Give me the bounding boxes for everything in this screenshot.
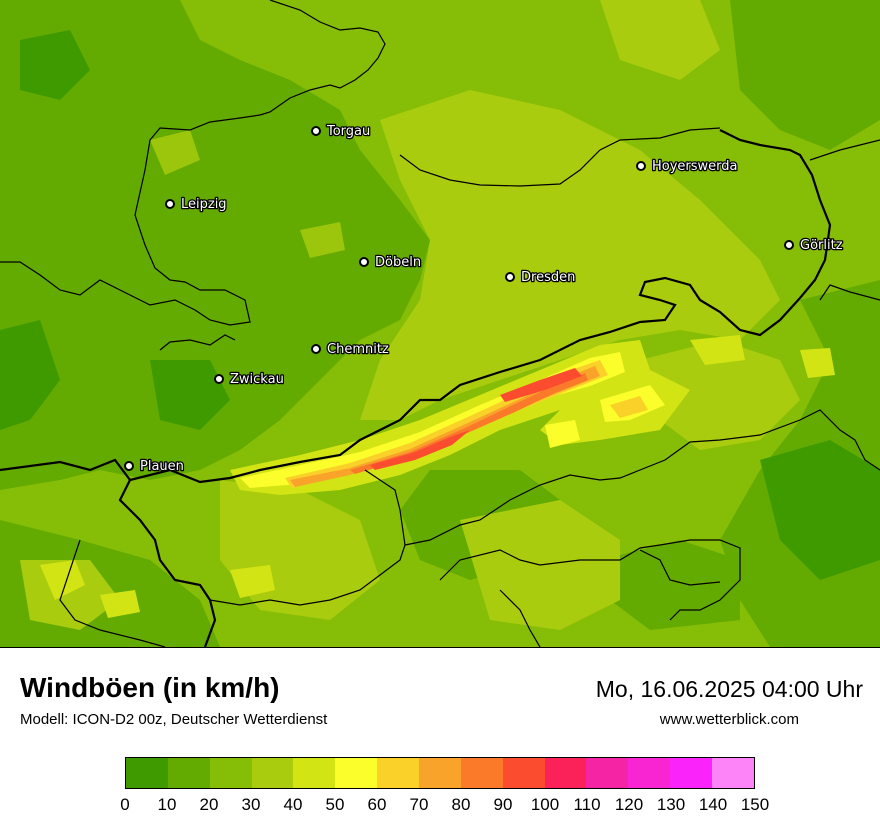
legend-tick-label: 20: [199, 795, 219, 814]
legend-tick-label: 70: [409, 795, 429, 814]
state-borders: [0, 0, 880, 647]
city-chemnitz: Chemnitz: [311, 341, 390, 358]
legend-bin: [460, 758, 503, 788]
model-info: Modell: ICON-D2 00z, Deutscher Wetterdie…: [20, 711, 328, 728]
legend-tick-label: 0: [120, 795, 130, 814]
legend-tick-label: 80: [451, 795, 471, 814]
color-legend: [125, 757, 755, 789]
legend-tick-label: 10: [157, 795, 177, 814]
city-label: Zwickau: [230, 372, 284, 387]
legend-bin: [628, 758, 671, 788]
city-doebeln: Döbeln: [359, 254, 422, 271]
city-hoyerswerda: Hoyerswerda: [636, 158, 739, 175]
legend-tick-label: 150: [740, 795, 770, 814]
legend-tick-label: 140: [698, 795, 728, 814]
legend-bin: [209, 758, 252, 788]
city-label: Görlitz: [800, 238, 843, 253]
gust-zone-0-10: [0, 30, 880, 580]
legend-bin: [502, 758, 545, 788]
legend-bin: [251, 758, 294, 788]
legend-bin: [712, 758, 754, 788]
legend-bin: [670, 758, 713, 788]
legend-bin: [293, 758, 336, 788]
legend-ticks: 0 10 20 30 40 50 60 70 80 90 100 110 120 130 140 150: [120, 795, 769, 819]
wind-gust-map: Torgau Hoyerswerda Leipzig Görlitz Döbel…: [0, 0, 880, 648]
legend-tick-label: 130: [656, 795, 686, 814]
legend-bin: [126, 758, 168, 788]
page-title: Windböen (in km/h): [20, 672, 280, 703]
city-torgau: Torgau: [311, 123, 372, 140]
city-label: Plauen: [140, 459, 184, 474]
city-label: Döbeln: [375, 255, 421, 270]
legend-tick-label: 50: [325, 795, 345, 814]
city-goerlitz: Görlitz: [784, 237, 844, 254]
city-label: Dresden: [521, 270, 575, 285]
city-label: Leipzig: [181, 197, 227, 212]
legend-bin: [419, 758, 461, 788]
city-label: Hoyerswerda: [652, 159, 738, 174]
gust-zone-70-80: [350, 373, 588, 474]
city-label: Torgau: [326, 124, 370, 139]
website-url: www.wetterblick.com: [659, 711, 799, 728]
legend-tick-label: 90: [493, 795, 513, 814]
legend-bin: [335, 758, 378, 788]
legend-tick-label: 120: [614, 795, 644, 814]
legend-bin: [167, 758, 210, 788]
legend-tick-label: 100: [530, 795, 560, 814]
city-zwickau: Zwickau: [214, 371, 285, 388]
legend-bin: [377, 758, 420, 788]
city-label: Chemnitz: [327, 342, 389, 357]
legend-tick-label: 60: [367, 795, 387, 814]
legend-tick-label: 30: [241, 795, 261, 814]
legend-bin: [586, 758, 629, 788]
city-dresden: Dresden: [505, 269, 577, 286]
city-plauen: Plauen: [124, 458, 185, 475]
legend-bin: [544, 758, 587, 788]
city-leipzig: Leipzig: [165, 196, 228, 213]
gust-zone-scatter: [150, 130, 345, 258]
gust-zone-80-90: [370, 368, 582, 470]
legend-tick-label: 40: [283, 795, 303, 814]
city-markers: Torgau Hoyerswerda Leipzig Görlitz Döbel…: [124, 123, 844, 475]
forecast-datetime: Mo, 16.06.2025 04:00 Uhr: [595, 676, 863, 702]
legend-tick-label: 110: [573, 795, 601, 814]
